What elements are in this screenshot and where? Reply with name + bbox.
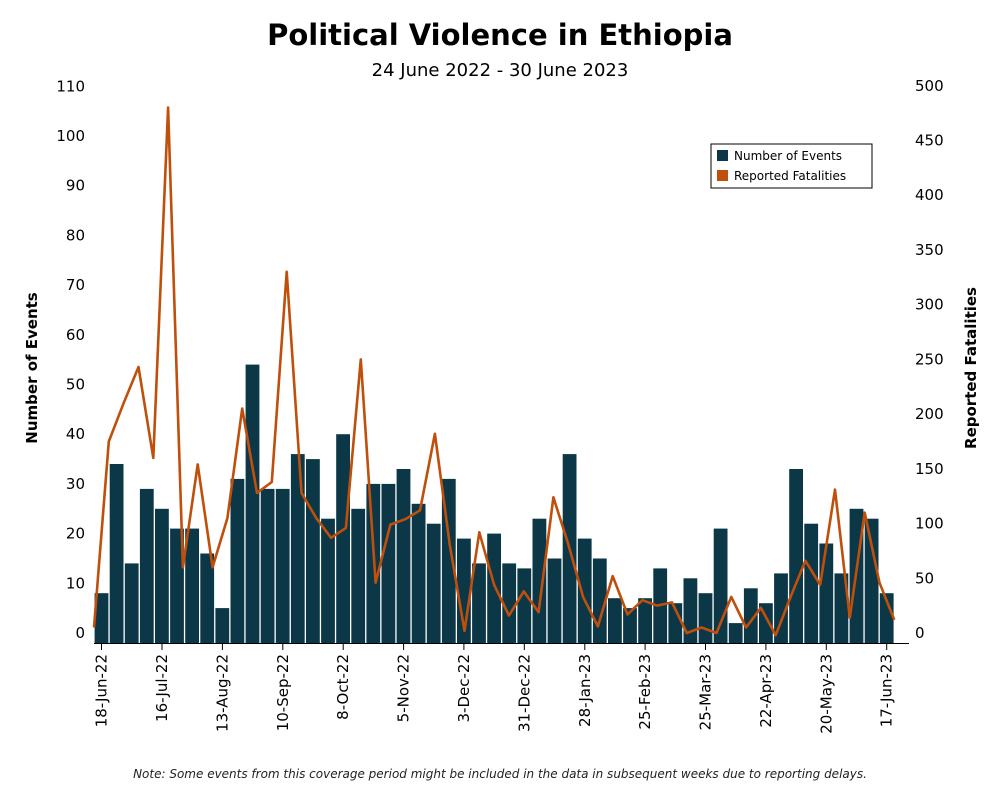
event-bar — [577, 538, 592, 643]
y2-tick-label: 100 — [915, 515, 944, 533]
x-axis-ticks: 18-Jun-22 16-Jul-22 13-Aug-22 10-Sep-22 8-Oc… — [93, 644, 896, 734]
x-tick-label: 25-Feb-23 — [636, 654, 654, 730]
y-tick-label: 10 — [66, 574, 85, 592]
x-tick-label: 5-Nov-22 — [395, 654, 413, 722]
y-tick-label: 60 — [66, 326, 85, 344]
x-tick-label: 17-Jun-23 — [878, 654, 896, 727]
event-bar — [381, 483, 396, 643]
event-bar — [351, 508, 366, 644]
event-bar — [124, 563, 139, 643]
event-bar — [502, 563, 517, 643]
legend-events-swatch — [717, 150, 728, 161]
event-bar — [623, 608, 637, 643]
left-axis-ticks: 0 10 20 30 40 50 60 70 80 90 100 110 — [56, 77, 85, 642]
event-bar — [774, 573, 788, 643]
x-tick-label: 18-Jun-22 — [93, 654, 111, 727]
y2-tick-label: 200 — [915, 405, 944, 423]
x-tick-label: 28-Jan-23 — [576, 654, 594, 727]
event-bar — [290, 454, 305, 643]
event-bar — [638, 598, 652, 643]
x-tick-label: 20-May-23 — [817, 654, 835, 734]
event-bar — [728, 623, 743, 643]
event-bar — [698, 593, 713, 643]
y-tick-label: 100 — [56, 127, 85, 145]
y2-tick-label: 250 — [915, 350, 944, 368]
event-bar — [109, 464, 124, 643]
event-bar — [260, 488, 275, 643]
event-bar — [336, 434, 350, 643]
y2-tick-label: 300 — [915, 296, 944, 314]
event-bar — [472, 563, 486, 643]
event-bar — [517, 568, 532, 643]
event-bar — [532, 518, 547, 643]
chart-note: Note: Some events from this coverage per… — [133, 767, 867, 781]
legend-fatalities-swatch — [717, 170, 728, 181]
x-tick-label: 22-Apr-23 — [757, 654, 775, 728]
x-tick-label: 16-Jul-22 — [153, 654, 171, 722]
event-bar — [230, 478, 245, 643]
event-bar — [275, 488, 290, 643]
x-tick-label: 25-Mar-23 — [697, 654, 715, 730]
event-bar — [879, 593, 894, 643]
y2-tick-label: 350 — [915, 241, 944, 259]
event-bar — [804, 523, 819, 643]
y2-tick-label: 0 — [915, 624, 925, 642]
event-bar — [396, 469, 411, 643]
y-tick-label: 20 — [66, 525, 85, 543]
y-tick-label: 110 — [56, 77, 85, 95]
y-tick-label: 30 — [66, 475, 85, 493]
y-axis-title: Number of Events — [23, 292, 41, 443]
y-tick-label: 0 — [75, 624, 85, 642]
legend-fatalities-label: Reported Fatalities — [734, 169, 846, 183]
y-tick-label: 90 — [66, 177, 85, 195]
event-bar — [94, 593, 109, 643]
event-bar — [155, 508, 169, 644]
y-tick-label: 40 — [66, 425, 85, 443]
event-bar — [215, 608, 230, 643]
x-tick-label: 13-Aug-22 — [213, 654, 231, 732]
legend: Number of Events Reported Fatalities — [710, 143, 873, 189]
event-bar — [411, 503, 426, 643]
y2-tick-label: 500 — [915, 77, 944, 95]
x-tick-label: 31-Dec-22 — [515, 654, 533, 732]
chart-title: Political Violence in Ethiopia — [267, 18, 733, 52]
event-bar — [426, 523, 441, 643]
y2-tick-label: 450 — [915, 132, 944, 150]
y-tick-label: 80 — [66, 226, 85, 244]
event-bar — [185, 528, 199, 643]
y-tick-label: 50 — [66, 376, 85, 394]
event-bar — [683, 578, 698, 643]
y2-tick-label: 150 — [915, 460, 944, 478]
y2-tick-label: 400 — [915, 186, 944, 204]
fatalities-line — [92, 106, 896, 637]
event-bar — [834, 573, 849, 643]
event-bars — [94, 364, 894, 644]
chart-subtitle: 24 June 2022 - 30 June 2023 — [371, 60, 629, 81]
event-bar — [139, 488, 154, 643]
event-bar — [487, 533, 501, 643]
event-bar — [668, 603, 683, 643]
event-bar — [819, 543, 834, 643]
x-tick-label: 10-Sep-22 — [274, 654, 292, 731]
y-tick-label: 70 — [66, 276, 85, 294]
x-tick-label: 3-Dec-22 — [455, 654, 473, 722]
y2-axis-title: Reported Fatalities — [962, 287, 980, 449]
x-tick-label: 8-Oct-22 — [334, 654, 352, 720]
legend-events-label: Number of Events — [734, 149, 842, 163]
event-bar — [321, 518, 335, 643]
event-bar — [245, 364, 260, 643]
right-axis-ticks: 0 50 100 150 200 250 300 350 400 450 500 — [915, 77, 944, 642]
y2-tick-label: 50 — [915, 569, 934, 587]
event-bar — [547, 558, 562, 643]
event-bar — [170, 528, 184, 643]
legend-box — [710, 143, 873, 189]
event-bar — [864, 518, 879, 643]
event-bar — [789, 469, 803, 643]
event-bar — [200, 553, 215, 643]
event-bar — [306, 459, 320, 643]
event-bar — [608, 598, 622, 643]
event-bar — [743, 588, 758, 643]
